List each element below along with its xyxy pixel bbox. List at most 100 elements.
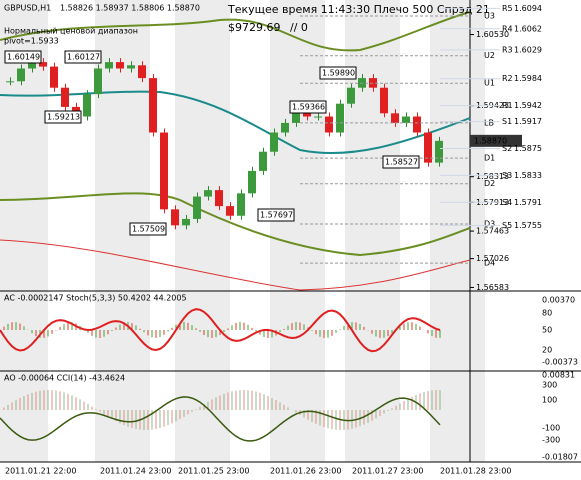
y-tick-label: 1.57463 <box>476 227 509 236</box>
price-tag: 1.57697 <box>260 211 293 220</box>
date-label: 2011.01.24 23:00 <box>100 467 171 476</box>
level-label: D4 <box>484 259 495 268</box>
indicator-name: Нормальный ценовой диапазон <box>4 27 138 36</box>
y-tick-label: 1.56583 <box>476 283 509 292</box>
envelope-upper <box>0 11 471 52</box>
cci-line <box>0 396 441 442</box>
header-balance: $9729.69 <box>228 21 281 34</box>
session-band <box>430 0 485 462</box>
pivot-value: 1.5917 <box>514 117 542 126</box>
price-tag-box <box>382 155 420 169</box>
price-tag: 1.58527 <box>385 158 418 167</box>
price-tag: 1.60127 <box>67 53 100 62</box>
candle-body <box>105 62 113 69</box>
candle-body <box>160 132 168 210</box>
panel3-tick: -0.01807 <box>542 453 578 462</box>
header-note: // 0 <box>290 21 308 34</box>
envelope-outer <box>0 239 471 291</box>
panel3-tick: 300 <box>542 381 557 390</box>
date-label: 2011.01.28 23:00 <box>440 467 511 476</box>
candle-body <box>28 62 36 69</box>
price-tag-box <box>319 66 357 80</box>
candle-body <box>193 196 201 219</box>
candle-body <box>270 132 278 152</box>
candle-body <box>248 170 256 194</box>
candle-body <box>94 68 102 95</box>
candle-body <box>259 151 267 171</box>
pivot-name: S5 <box>502 221 512 230</box>
panel2-title: AC -0.0002147 Stoch(5,3,3) 50.4202 44.20… <box>4 294 187 303</box>
session-bands <box>0 0 485 462</box>
price-tag-box <box>257 208 295 222</box>
price-tag: 1.59366 <box>292 103 325 112</box>
candle-body <box>314 116 322 118</box>
level-label: U1 <box>484 79 495 88</box>
candle-body <box>83 94 91 117</box>
pivot-name: S1 <box>502 117 512 126</box>
pivot-value: 1.5791 <box>514 198 542 207</box>
candle-body <box>17 68 25 82</box>
candle-body <box>149 78 157 133</box>
pivot-name: R3 <box>502 45 513 54</box>
date-label: 2011.01.25 23:00 <box>178 467 249 476</box>
price-tag: 1.59890 <box>322 69 355 78</box>
panel3-tick: 100 <box>542 396 557 405</box>
candle-body <box>325 116 333 133</box>
pivot-value: 1.6029 <box>514 45 542 54</box>
pivot-name: S2 <box>502 144 512 153</box>
panel2-tick: 50 <box>542 326 552 335</box>
candle-body <box>402 116 410 123</box>
moving-average <box>0 90 471 155</box>
panel3-tick: -300 <box>542 436 560 445</box>
candle-body <box>215 190 223 207</box>
candle-body <box>204 190 212 197</box>
panel3-title: AO -0.00064 CCI(14) -43.4624 <box>4 374 125 383</box>
date-label: 2011.01.27 23:00 <box>352 467 423 476</box>
price-tag-box <box>129 222 167 236</box>
pivot-name: R4 <box>502 24 513 33</box>
panel3-tick: -100 <box>542 424 560 433</box>
envelope-lower <box>0 192 471 257</box>
price-tag: 1.57509 <box>132 225 165 234</box>
pivot-value: 1.5755 <box>514 221 542 230</box>
pivot-name: R5 <box>502 4 513 13</box>
candle-body <box>413 116 421 133</box>
level-label: D1 <box>484 154 495 163</box>
y-tick-label: 1.58313 <box>476 172 509 181</box>
date-label: 2011.01.26 23:00 <box>270 467 341 476</box>
price-tag-box <box>4 50 42 64</box>
panel2-tick: 0.00370 <box>542 296 575 305</box>
candle-body <box>127 65 135 69</box>
session-band <box>175 0 230 462</box>
candle-body <box>435 140 443 163</box>
level-label: D3 <box>484 220 495 229</box>
pivot-value: 1.6094 <box>514 4 542 13</box>
price-tag: 1.59213 <box>47 113 80 122</box>
candle-body <box>226 206 234 216</box>
price-tag-box <box>64 50 102 64</box>
candle-body <box>39 62 47 67</box>
date-label: 2011.01.21 22:00 <box>5 467 76 476</box>
pivot-value: 1.5942 <box>514 101 542 110</box>
pivot-value: 1.5984 <box>514 74 542 83</box>
current-price: 1.58870 <box>474 136 507 145</box>
level-label: U3 <box>484 12 495 21</box>
price-tag-box <box>289 100 327 114</box>
level-label: D2 <box>484 179 495 188</box>
price-tag: 1.60149 <box>7 53 40 62</box>
candle-body <box>6 81 14 83</box>
panel3-tick: 0.00831 <box>542 371 575 380</box>
level-label: LB <box>484 118 494 127</box>
candle-body <box>237 193 245 216</box>
candle-body <box>391 113 399 123</box>
pivot-name: S3 <box>502 171 512 180</box>
level-label: U2 <box>484 51 495 60</box>
candle-body <box>61 87 69 107</box>
price-tag-box <box>44 110 82 124</box>
candle-body <box>380 87 388 114</box>
candle-body <box>50 66 58 88</box>
pivot-name: R2 <box>502 74 513 83</box>
candle-body <box>336 103 344 133</box>
session-band <box>270 0 325 462</box>
